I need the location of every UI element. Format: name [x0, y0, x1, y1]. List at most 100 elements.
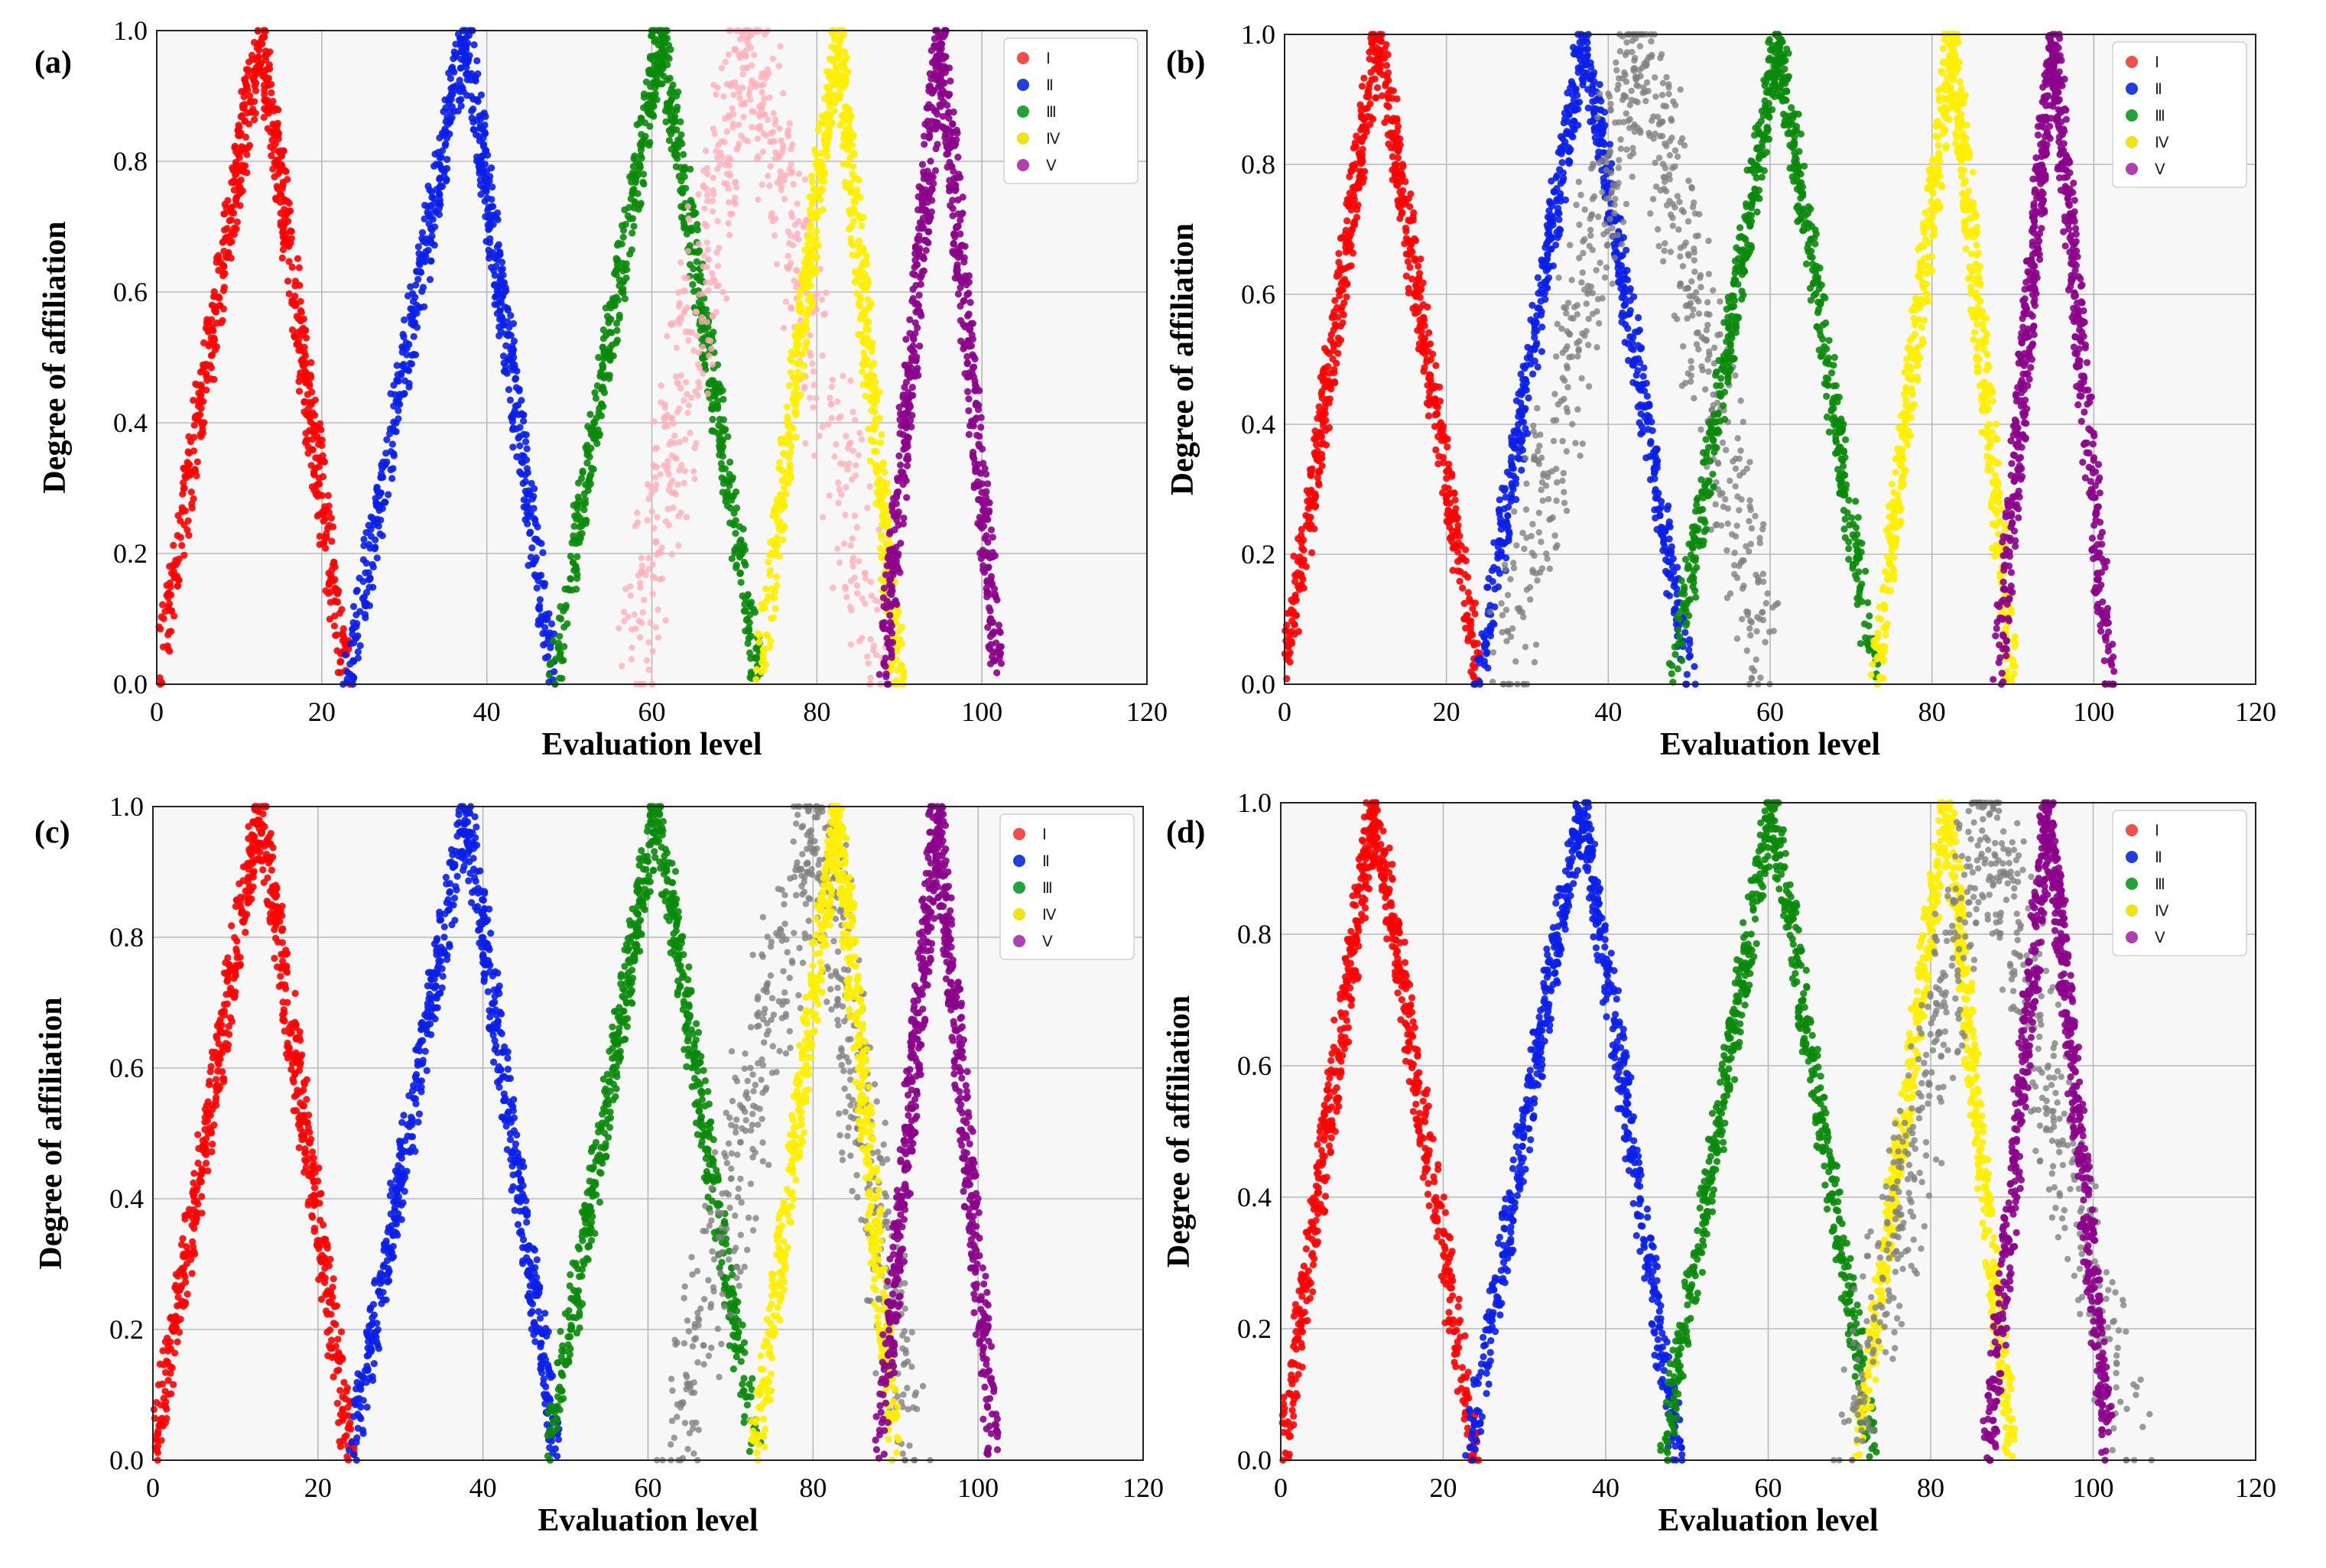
data-point [772, 215, 779, 222]
data-point [954, 222, 962, 230]
data-point [549, 637, 557, 644]
data-point [944, 163, 951, 171]
data-point [442, 177, 450, 185]
data-point [767, 615, 775, 622]
data-point [709, 361, 716, 368]
data-point [869, 394, 877, 401]
data-point [843, 484, 850, 491]
data-point [235, 122, 242, 129]
data-point [569, 586, 577, 594]
data-point [279, 227, 288, 235]
data-point [806, 206, 814, 214]
data-point [659, 46, 667, 54]
data-point [310, 421, 317, 429]
data-point [704, 246, 711, 253]
data-point [740, 114, 747, 121]
data-point [448, 103, 456, 111]
data-point [825, 420, 832, 428]
data-point [505, 386, 513, 394]
data-point [271, 173, 278, 180]
data-point [645, 141, 653, 149]
data-point [573, 571, 581, 579]
data-point [318, 492, 326, 499]
data-point [616, 625, 622, 631]
data-point [870, 359, 878, 367]
data-point [857, 281, 865, 289]
data-point [794, 200, 801, 207]
data-point [791, 222, 799, 229]
data-point [728, 80, 736, 87]
data-point [827, 112, 834, 120]
data-point [1365, 84, 1373, 93]
data-point [378, 505, 386, 512]
y-tick-label: 0.0 [113, 669, 148, 700]
data-point [1451, 489, 1458, 497]
data-point [989, 534, 996, 541]
data-point [979, 506, 987, 515]
data-point [427, 225, 435, 232]
data-point [655, 65, 663, 73]
data-point [388, 440, 396, 448]
data-point [780, 324, 788, 332]
data-point [382, 450, 390, 457]
data-point [246, 92, 254, 99]
data-point [736, 570, 744, 577]
data-point [657, 471, 664, 478]
data-point [834, 545, 841, 552]
data-point [795, 170, 803, 177]
data-point [1372, 94, 1379, 102]
data-point [870, 372, 878, 380]
data-point [779, 89, 787, 97]
data-point [324, 492, 332, 499]
data-point [674, 481, 681, 489]
data-point [629, 187, 637, 194]
data-point [772, 605, 780, 612]
data-point [922, 247, 930, 255]
data-point [848, 606, 855, 614]
data-point [885, 530, 894, 537]
data-point [687, 430, 694, 437]
data-point [1436, 398, 1444, 405]
data-point [709, 208, 716, 215]
data-point [896, 410, 905, 417]
data-point [301, 326, 309, 334]
data-point [695, 241, 702, 248]
data-point [732, 200, 739, 207]
legend-marker [1017, 106, 1029, 118]
data-point [341, 651, 349, 659]
data-point [709, 405, 716, 413]
data-point [166, 563, 174, 570]
data-point [785, 133, 792, 140]
data-point [1318, 462, 1326, 469]
data-point [1431, 411, 1439, 419]
data-point [567, 575, 574, 583]
data-point [411, 294, 419, 301]
data-point [946, 177, 953, 184]
data-point [435, 210, 443, 219]
data-point [996, 628, 1003, 635]
data-point [921, 236, 930, 244]
data-point [314, 440, 323, 448]
data-point [396, 391, 404, 398]
data-point [269, 165, 277, 173]
data-point [347, 640, 355, 648]
data-point [931, 71, 938, 80]
data-point [333, 631, 340, 639]
data-point [194, 411, 202, 419]
data-point [658, 399, 664, 406]
x-tick-label: 100 [961, 696, 1002, 727]
data-point [330, 577, 337, 585]
data-point [334, 669, 342, 677]
data-point [684, 248, 691, 255]
data-point [463, 34, 470, 41]
data-point [360, 593, 368, 601]
data-point [832, 73, 840, 80]
data-point [329, 523, 337, 531]
data-point [859, 368, 866, 375]
data-point [788, 161, 795, 168]
data-point [1365, 93, 1373, 101]
data-point [670, 504, 677, 511]
data-point [643, 657, 651, 664]
data-point [814, 127, 822, 135]
data-point [901, 362, 910, 370]
